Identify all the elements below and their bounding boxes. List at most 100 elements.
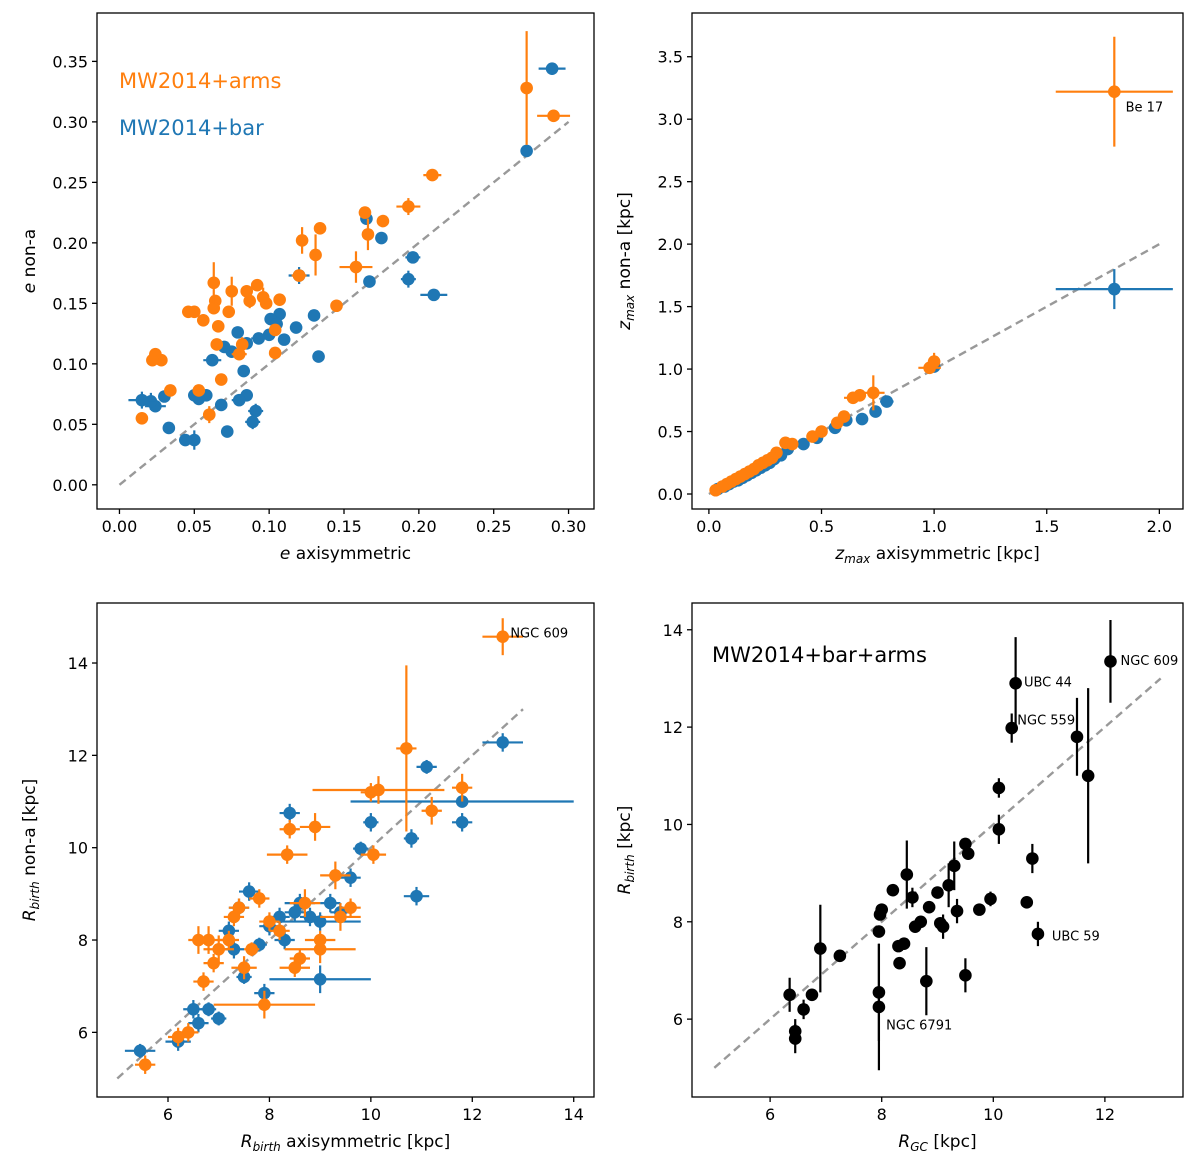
x-tick-label: 0.25: [476, 517, 512, 536]
series-mw2014-arms: [709, 36, 1173, 497]
data-point: [298, 896, 312, 910]
data-point: [1009, 677, 1022, 690]
data-point: [973, 903, 986, 916]
data-point: [192, 1016, 205, 1030]
data-point: [237, 364, 251, 378]
data-point: [788, 1024, 802, 1038]
y-tick-label: 10: [663, 815, 683, 834]
x-tick-label: 1.5: [1034, 517, 1059, 536]
data-point: [867, 386, 880, 400]
data-point: [545, 62, 559, 75]
data-point: [181, 1026, 195, 1039]
y-tick-label: 10: [68, 839, 88, 858]
data-point: [312, 350, 325, 363]
data-point: [283, 806, 297, 820]
data-point: [222, 933, 236, 947]
data-point: [273, 924, 286, 938]
x-axis-label: Rbirth axisymmetric [kpc]: [241, 1132, 451, 1154]
data-point: [309, 248, 322, 262]
data-point: [268, 346, 282, 360]
data-point: [376, 214, 390, 228]
data-point: [268, 323, 282, 337]
panel-zmax: Be 17 0.0 0.5 1.0 1.5 2.0 0.0 0.5 1.0 1.5 2.0 2.5 3.…: [615, 12, 1184, 566]
annotation-ngc-6791: NGC 6791: [886, 1018, 952, 1033]
data-point: [212, 942, 226, 956]
data-point: [197, 975, 210, 988]
y-tick-label: 0.20: [52, 234, 88, 253]
x-tick-label: 0.30: [551, 517, 587, 536]
data-point: [709, 483, 722, 497]
data-point: [252, 892, 266, 905]
series-mw2014-arms: [135, 31, 571, 425]
data-point: [931, 886, 944, 899]
data-point: [400, 742, 413, 755]
data-point: [872, 925, 886, 938]
data-point: [873, 908, 887, 921]
data-point: [830, 416, 844, 430]
data-point: [455, 781, 469, 794]
data-point: [196, 313, 210, 327]
data-point: [249, 404, 262, 418]
data-point: [211, 320, 225, 333]
data-point: [202, 408, 216, 421]
data-point: [984, 892, 997, 906]
x-tick-label: 8: [264, 1105, 274, 1124]
y-tick-label: 6: [673, 1010, 683, 1029]
data-point: [402, 272, 415, 286]
data-point: [410, 889, 423, 903]
data-point: [933, 916, 947, 930]
panel-rbirth-vs-rgc: NGC 609 UBC 44 NGC 559 UBC 59 NGC 6791 6 8 10 12…: [615, 602, 1184, 1154]
data-point: [292, 269, 306, 282]
data-point: [361, 228, 375, 241]
y-tick-label: 1.5: [658, 298, 683, 317]
data-point: [959, 969, 972, 982]
data-point: [313, 933, 327, 947]
x-axis-label: e axisymmetric: [280, 544, 411, 564]
data-point: [420, 760, 433, 774]
data-point: [364, 815, 378, 829]
data-point: [273, 293, 286, 307]
data-point: [188, 433, 201, 447]
data-point: [797, 437, 810, 451]
data-point: [138, 1058, 152, 1071]
data-point: [273, 910, 286, 924]
data-point: [162, 421, 176, 435]
data-point: [210, 338, 224, 351]
panel-label-combined: MW2014+bar+arms: [712, 643, 927, 667]
data-point: [135, 393, 149, 407]
y-tick-label: 0.15: [52, 294, 88, 313]
plot-frame: [96, 602, 595, 1098]
y-tick-label: 8: [78, 931, 88, 950]
data-point: [427, 288, 441, 302]
data-point: [354, 842, 368, 855]
data-point: [220, 425, 234, 438]
data-point: [880, 395, 894, 408]
y-tick-label: 8: [673, 913, 683, 932]
panel-eccentricity: 0.00 0.05 0.10 0.15 0.20 0.25 0.30 0.00 0.05 0.10…: [20, 12, 595, 564]
y-tick-label: 0.10: [52, 355, 88, 374]
y-tick-label: 12: [68, 746, 88, 765]
data-point: [214, 373, 228, 386]
data-point: [496, 630, 510, 644]
plot-frame: [691, 602, 1184, 1098]
panel-rbirth-comparison: NGC 609 6 8 10 12 14 6 8 10 12 14 Rbirth axisymmetr…: [20, 602, 595, 1154]
y-tick-label: 0.00: [52, 476, 88, 495]
data-point: [992, 781, 1006, 795]
x-tick-label: 0.15: [326, 517, 362, 536]
data-point: [1005, 721, 1019, 735]
data-point: [187, 1002, 200, 1016]
data-point: [243, 294, 256, 308]
data-point: [280, 848, 294, 861]
y-tick-label: 0.0: [658, 485, 683, 504]
x-tick-label: 10: [361, 1105, 381, 1124]
y-tick-label: 2.5: [658, 173, 683, 192]
data-point: [192, 933, 205, 947]
data-point: [133, 1044, 147, 1058]
plot-frame: [691, 12, 1184, 510]
data-point: [872, 1000, 886, 1014]
data-point: [886, 883, 900, 897]
x-tick-label: 0.5: [809, 517, 834, 536]
x-tick-label: 6: [163, 1105, 173, 1124]
data-point: [323, 896, 337, 910]
